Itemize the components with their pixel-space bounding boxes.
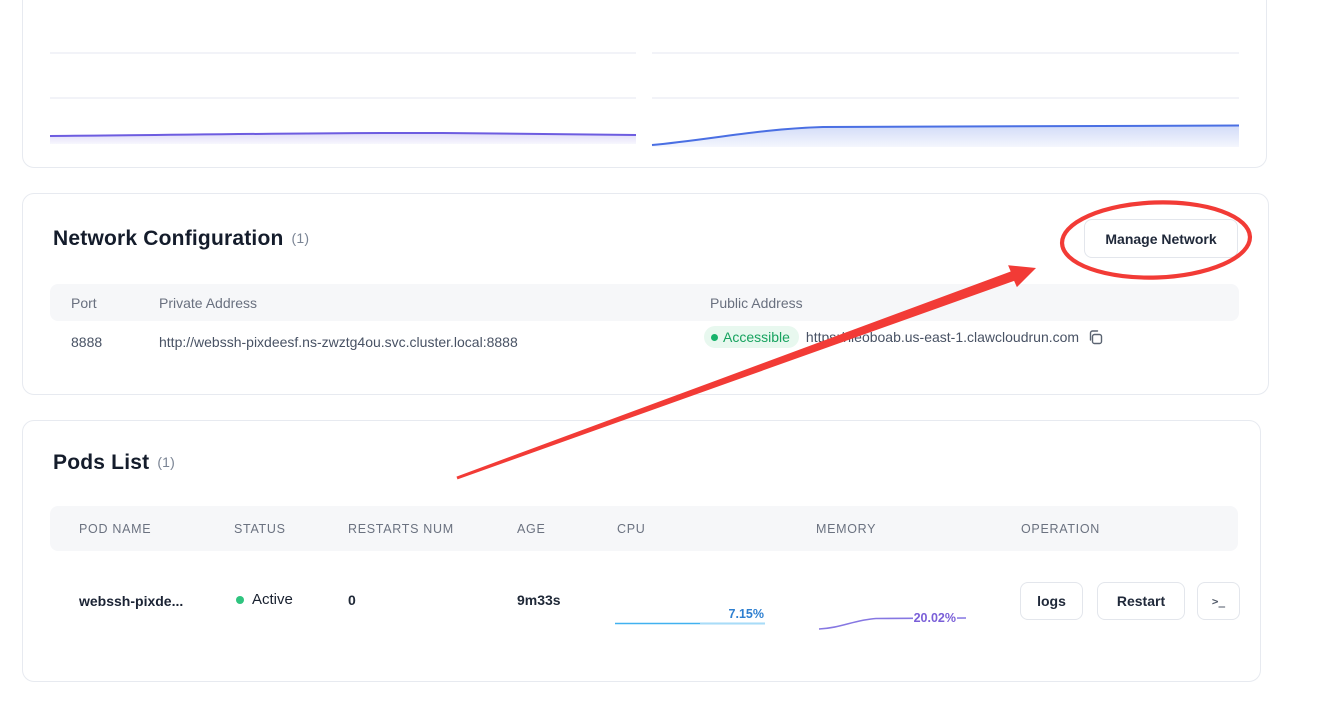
col-public-address: Public Address (710, 294, 803, 311)
accessible-label: Accessible (723, 329, 790, 345)
left-chart-line (49, 131, 637, 137)
manage-network-button[interactable]: Manage Network (1084, 219, 1238, 258)
public-address-cell: Accessible https://ileoboab.us-east-1.cl… (704, 326, 1104, 348)
col-age: AGE (517, 521, 546, 536)
pods-table-header: POD NAME STATUS RESTARTS NUM AGE CPU MEM… (50, 506, 1238, 551)
terminal-icon: >_ (1211, 594, 1226, 608)
copy-icon[interactable] (1087, 329, 1104, 346)
col-memory: MEMORY (816, 521, 877, 536)
status-label: Active (252, 591, 293, 608)
network-count: (1) (291, 230, 310, 246)
cpu-percent: 7.15% (728, 607, 764, 621)
terminal-button[interactable]: >_ (1197, 582, 1240, 620)
pods-list-card: Pods List (1) POD NAME STATUS RESTARTS NU… (22, 420, 1261, 682)
col-operation: OPERATION (1021, 521, 1100, 536)
private-address-value: http://webssh-pixdeesf.ns-zwztg4ou.svc.c… (159, 334, 518, 350)
accessible-dot-icon (711, 333, 718, 341)
network-section-title: Network Configuration (1) (53, 227, 309, 251)
restart-button[interactable]: Restart (1097, 582, 1185, 620)
col-pod-name: POD NAME (79, 521, 152, 536)
age-value: 9m33s (517, 592, 561, 608)
network-configuration-card: Network Configuration (1) Manage Network … (22, 193, 1269, 395)
usage-charts (49, 52, 1240, 147)
network-table-header: Port Private Address Public Address (50, 284, 1239, 321)
status-dot-icon (236, 595, 244, 604)
memory-sparkline: 20.02% (816, 607, 967, 633)
network-title-text: Network Configuration (53, 227, 284, 250)
col-cpu: CPU (617, 521, 646, 536)
pods-count: (1) (157, 454, 176, 470)
port-value: 8888 (71, 334, 103, 350)
pods-title-text: Pods List (53, 451, 150, 474)
memory-percent: 20.02% (912, 611, 957, 625)
right-chart-line (651, 124, 1240, 146)
col-port: Port (71, 294, 97, 311)
logs-button[interactable]: logs (1020, 582, 1083, 620)
col-restarts-num: RESTARTS NUM (348, 521, 454, 536)
cpu-sparkline: 7.15% (614, 607, 766, 633)
pod-name-value: webssh-pixde... (79, 593, 184, 609)
metrics-card (22, 0, 1267, 168)
col-status: STATUS (234, 521, 286, 536)
public-address-link[interactable]: https://ileoboab.us-east-1.clawcloudrun.… (805, 329, 1080, 345)
pods-section-title: Pods List (1) (53, 451, 175, 475)
right-chart-area (652, 125, 1239, 147)
col-private-address: Private Address (159, 294, 258, 311)
restarts-value: 0 (348, 592, 356, 608)
memory-line (818, 617, 967, 630)
left-chart-area (50, 132, 636, 144)
pod-status: Active (236, 591, 293, 608)
accessible-badge: Accessible (704, 326, 799, 348)
